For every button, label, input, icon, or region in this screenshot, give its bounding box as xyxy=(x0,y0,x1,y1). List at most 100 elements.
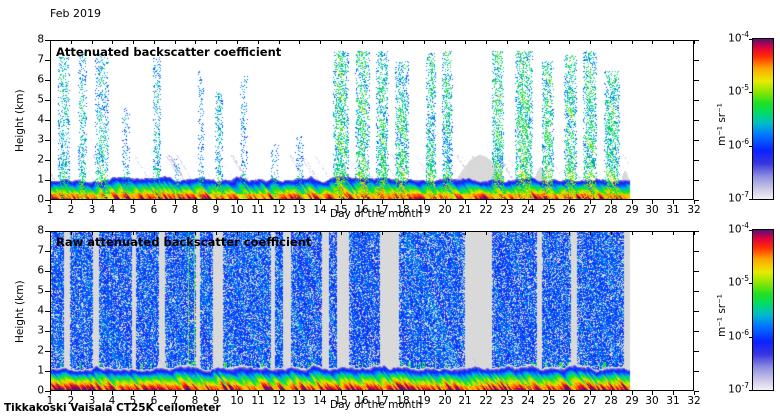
x-tick-top xyxy=(486,231,487,235)
x-tick-top xyxy=(673,40,674,44)
y-tick-right xyxy=(694,160,699,161)
x-tick xyxy=(403,391,404,395)
y-tick xyxy=(45,331,50,332)
x-tick-top xyxy=(279,40,280,44)
colorbar-raw-attenuated-backscatter xyxy=(752,229,774,391)
x-tick-label: 18 xyxy=(396,395,410,407)
y-tick xyxy=(45,291,50,292)
x-tick-top xyxy=(92,40,93,44)
x-tick xyxy=(362,391,363,395)
x-tick-label: 19 xyxy=(417,395,431,407)
x-tick xyxy=(279,200,280,204)
x-tick xyxy=(154,200,155,204)
x-tick xyxy=(92,200,93,204)
x-tick xyxy=(549,391,550,395)
x-tick-label: 15 xyxy=(334,395,348,407)
colorbar-tick xyxy=(749,337,753,338)
y-tick-label: 0 xyxy=(37,193,44,206)
y-tick-right xyxy=(694,200,699,201)
x-tick-top xyxy=(154,231,155,235)
x-tick-label: 32 xyxy=(687,204,701,216)
x-tick xyxy=(528,391,529,395)
x-tick xyxy=(175,200,176,204)
x-tick xyxy=(632,200,633,204)
y-tick xyxy=(45,160,50,161)
y-tick-right xyxy=(694,391,699,392)
x-tick-top xyxy=(71,231,72,235)
x-tick xyxy=(403,200,404,204)
x-tick xyxy=(154,391,155,395)
x-tick-top xyxy=(112,40,113,44)
x-tick-label: 20 xyxy=(438,395,452,407)
x-tick-label: 29 xyxy=(625,204,639,216)
x-tick xyxy=(569,200,570,204)
x-tick xyxy=(362,200,363,204)
colorbar-tick-label: 10-5 xyxy=(728,274,749,289)
x-tick xyxy=(611,391,612,395)
y-tick xyxy=(45,391,50,392)
y-tick xyxy=(45,100,50,101)
x-tick-top xyxy=(507,231,508,235)
x-tick xyxy=(465,200,466,204)
x-tick-label: 4 xyxy=(108,204,116,216)
x-tick-label: 18 xyxy=(396,204,410,216)
x-tick-top xyxy=(569,231,570,235)
x-tick xyxy=(258,200,259,204)
x-tick-label: 12 xyxy=(272,395,286,407)
x-tick-label: 4 xyxy=(108,395,116,407)
colorbar-tick xyxy=(749,230,753,231)
x-tick xyxy=(590,391,591,395)
x-tick-top xyxy=(465,231,466,235)
y-tick-right xyxy=(694,351,699,352)
x-tick xyxy=(507,391,508,395)
x-tick-label: 9 xyxy=(212,204,220,216)
x-tick xyxy=(50,200,51,204)
x-tick-top xyxy=(341,231,342,235)
x-tick xyxy=(424,200,425,204)
x-tick-top xyxy=(507,40,508,44)
y-tick-label: 3 xyxy=(37,324,44,337)
x-tick xyxy=(195,391,196,395)
x-tick-top xyxy=(590,231,591,235)
x-tick xyxy=(50,391,51,395)
x-tick xyxy=(320,200,321,204)
x-tick-top xyxy=(528,40,529,44)
x-tick-top xyxy=(195,231,196,235)
y-tick-right xyxy=(694,120,699,121)
x-tick-label: 29 xyxy=(625,395,639,407)
x-tick xyxy=(299,391,300,395)
x-tick xyxy=(341,200,342,204)
x-tick-label: 10 xyxy=(230,204,244,216)
x-tick xyxy=(112,391,113,395)
x-tick xyxy=(673,200,674,204)
x-tick xyxy=(299,200,300,204)
colorbar-tick xyxy=(749,199,753,200)
x-tick xyxy=(237,200,238,204)
colorbar-tick-label: 10-7 xyxy=(728,381,749,396)
x-tick-top xyxy=(362,40,363,44)
y-tick-label: 7 xyxy=(37,244,44,257)
x-tick-label: 3 xyxy=(88,204,96,216)
y-tick xyxy=(45,80,50,81)
x-tick xyxy=(445,200,446,204)
x-tick-label: 17 xyxy=(375,204,389,216)
colorbar-tick-label: 10-6 xyxy=(728,328,749,343)
y-tick-right xyxy=(694,180,699,181)
x-tick-label: 30 xyxy=(645,395,659,407)
x-tick xyxy=(112,200,113,204)
x-tick-label: 17 xyxy=(375,395,389,407)
x-tick-top xyxy=(652,40,653,44)
x-tick xyxy=(611,200,612,204)
x-tick-top xyxy=(694,40,695,44)
xlabel-attenuated-backscatter: Day of the month xyxy=(330,208,423,220)
x-tick-label: 14 xyxy=(313,395,327,407)
x-tick-top xyxy=(403,40,404,44)
y-tick-label: 0 xyxy=(37,384,44,397)
y-tick-label: 6 xyxy=(37,264,44,277)
y-tick-label: 8 xyxy=(37,224,44,237)
y-tick-label: 2 xyxy=(37,153,44,166)
x-tick-top xyxy=(632,40,633,44)
xlabel-raw-attenuated-backscatter: Day of the month xyxy=(330,399,423,411)
colorbar-tick xyxy=(749,39,753,40)
